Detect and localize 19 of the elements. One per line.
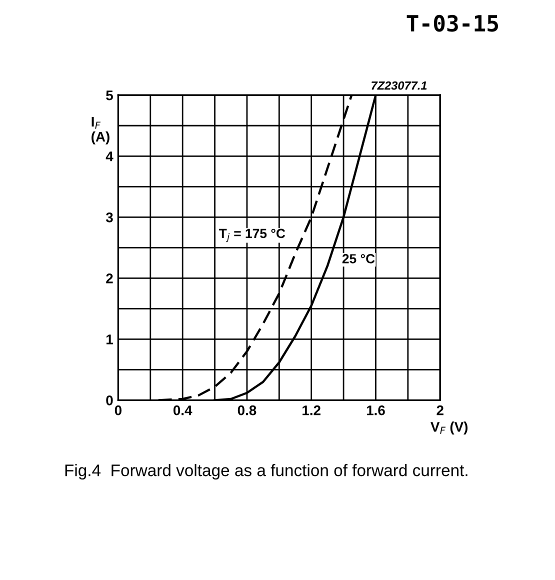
x-tick-label: 1.2 [302,405,320,416]
y-tick-label: 3 [106,212,113,222]
y-axis-title: I$_{F}$ (A) [92,116,110,144]
series-label: 25 °C [342,254,375,264]
y-tick-label: 1 [106,334,113,344]
series-label: T$_{j}$ = 175 °C [218,228,286,242]
x-tick-label: 2 [436,405,444,416]
x-tick-label: 1.6 [366,405,385,416]
y-tick-label: 0 [106,396,113,406]
x-tick-label: 0 [114,405,122,416]
x-axis-title: V$_{F}$ (V) [430,422,468,435]
x-tick-label: 0.8 [238,405,256,416]
caption: Fig.4 Forward voltage as a function of forward current. [65,464,468,480]
text: 7Z23077.1 [372,81,427,90]
chart-title: T-03-15 [406,14,498,32]
y-tick-label: 2 [106,274,113,284]
x-tick-label: 0.4 [173,405,192,416]
y-tick-label: 5 [106,90,113,100]
y-tick-label: 4 [106,152,114,162]
